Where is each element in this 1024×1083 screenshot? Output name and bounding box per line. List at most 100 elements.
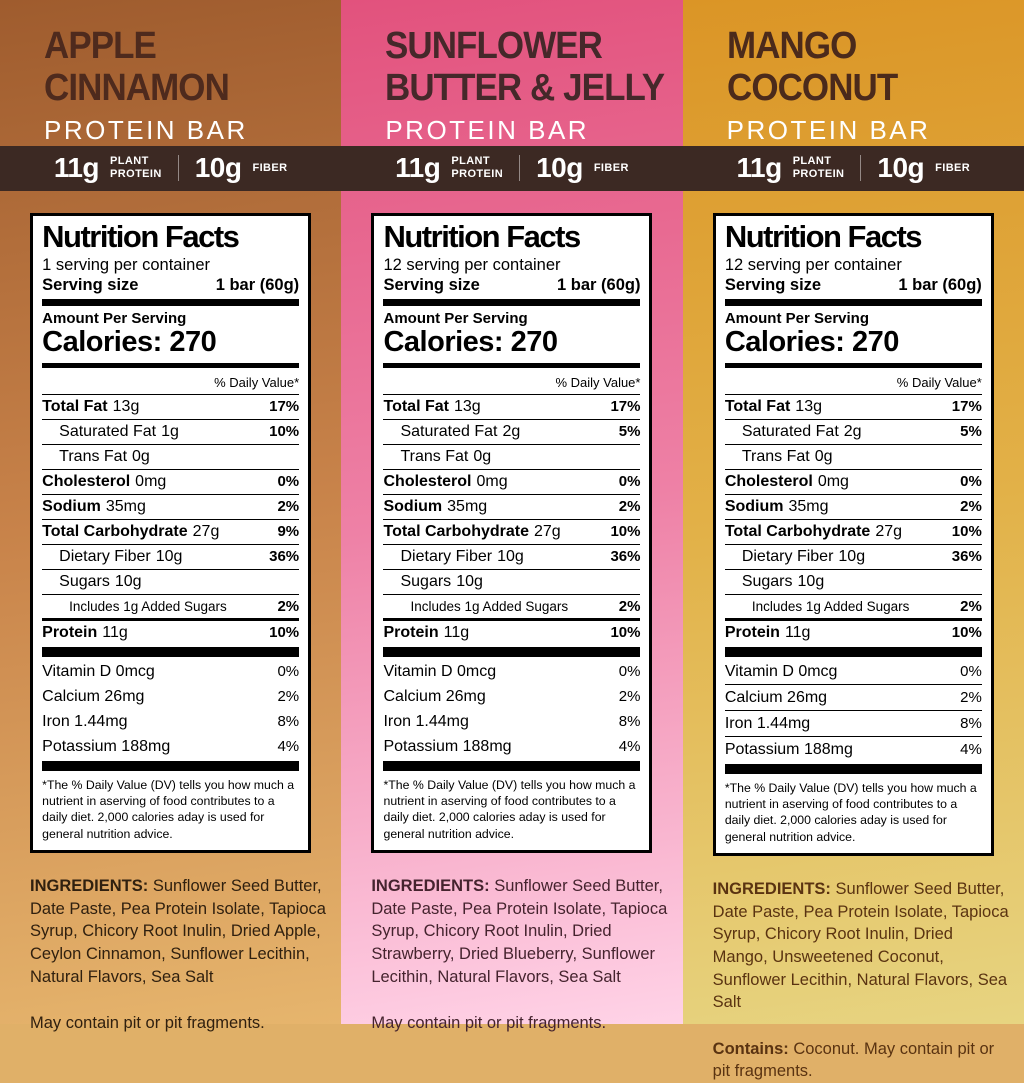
vitamin-name: Potassium 188mg bbox=[42, 737, 171, 755]
flavor-title-line2: COCONUT bbox=[726, 66, 898, 109]
nutrient-name: Protein bbox=[724, 623, 780, 641]
nutrient-name: Total Carbohydrate bbox=[42, 522, 188, 540]
allergen-text: May contain pit or pit fragments. bbox=[371, 1014, 607, 1033]
vitamin-row: Vitamin D 0mcg 0% bbox=[42, 659, 299, 684]
nutrient-label-group: Sugars 10g bbox=[42, 573, 299, 591]
vitamin-name: Vitamin D 0mcg bbox=[383, 662, 497, 680]
nutrient-name: Saturated Fat bbox=[400, 422, 498, 440]
plant-protein-value: 11g bbox=[53, 152, 100, 184]
flavor-title-line1: MANGO bbox=[726, 25, 857, 67]
nutrient-name: Sodium bbox=[42, 497, 101, 515]
thick-rule bbox=[724, 362, 982, 368]
nutrient-label-group: Total Fat 13g bbox=[383, 398, 610, 416]
nutrient-amount: 27g bbox=[875, 522, 903, 540]
nutrient-daily-value: 2% bbox=[618, 597, 641, 615]
vitamin-row: Potassium 188mg 4% bbox=[383, 734, 640, 759]
nutrient-daily-value: 5% bbox=[960, 422, 982, 440]
nutrient-daily-value: 10% bbox=[610, 522, 641, 540]
nutrient-daily-value: 2% bbox=[960, 597, 982, 615]
ingredients-text: INGREDIENTS: Sunflower Seed Butter, Date… bbox=[713, 878, 1012, 1014]
nutrient-rows: Total Fat 13g 17% Saturated Fat 2g 5% Trans Fa… bbox=[383, 395, 641, 645]
daily-value-footnote: *The % Daily Value (DV) tells you how mu… bbox=[724, 780, 977, 844]
nutrition-facts-panel: Nutrition Facts 12 serving per container… bbox=[371, 212, 653, 854]
nutrient-label-group: Includes 1g Added Sugars bbox=[725, 599, 960, 614]
nutrient-row: Saturated Fat 2g 5% bbox=[724, 420, 982, 445]
nutrient-label-group: Protein 11g bbox=[725, 624, 952, 642]
fiber-value: 10g bbox=[536, 152, 583, 184]
nutrient-amount: 10g bbox=[114, 572, 142, 590]
calories-row: Calories: 270 bbox=[383, 326, 558, 359]
nutrient-name: Sugars bbox=[400, 572, 452, 590]
vitamin-daily-value: 2% bbox=[618, 687, 641, 705]
nutrient-row: Saturated Fat 1g 10% bbox=[42, 420, 300, 445]
vitamin-daily-value: 8% bbox=[277, 712, 300, 730]
nutrient-row: Total Carbohydrate 27g 10% bbox=[383, 520, 641, 545]
nutrient-row: Sodium 35mg 2% bbox=[383, 495, 641, 520]
nutrient-label-group: Total Carbohydrate 27g bbox=[725, 523, 952, 541]
fiber-value: 10g bbox=[194, 152, 242, 184]
nutrient-label-group: Sugars 10g bbox=[725, 573, 982, 591]
nutrient-amount: 0g bbox=[473, 447, 492, 465]
plant-protein-label-line1: PLANT bbox=[110, 155, 149, 168]
allergen-text: May contain pit or pit fragments. bbox=[30, 1014, 265, 1033]
plant-protein-label-line1: PLANT bbox=[792, 155, 832, 168]
nutrient-amount: 0mg bbox=[135, 472, 167, 490]
calories-row: Calories: 270 bbox=[724, 326, 900, 359]
calories-row: Calories: 270 bbox=[42, 326, 217, 359]
nutrient-amount: 11g bbox=[443, 623, 470, 641]
nutrient-row: Total Fat 13g 17% bbox=[724, 395, 982, 420]
nutrient-row: Sugars 10g bbox=[42, 570, 300, 595]
vitamin-rows: Vitamin D 0mcg 0% Calcium 26mg 2% Iron 1.44m… bbox=[42, 659, 299, 759]
vitamin-daily-value: 8% bbox=[960, 714, 982, 732]
nutrient-row: Sugars 10g bbox=[383, 570, 641, 595]
nutrient-name: Includes 1g Added Sugars bbox=[751, 598, 910, 614]
vitamin-daily-value: 8% bbox=[618, 712, 641, 730]
thick-rule bbox=[42, 299, 300, 307]
nutrition-facts-title: Nutrition Facts bbox=[383, 218, 581, 254]
serving-size-label: Serving size bbox=[383, 276, 480, 295]
nutrient-name: Includes 1g Added Sugars bbox=[69, 598, 227, 614]
vitamin-daily-value: 0% bbox=[277, 662, 300, 680]
panel-sunflower-butter-jelly: SUNFLOWER BUTTER & JELLY PROTEIN BAR 11g… bbox=[341, 0, 683, 1032]
thick-rule bbox=[383, 299, 641, 307]
nutrient-name: Dietary Fiber bbox=[400, 547, 493, 565]
serving-size-label: Serving size bbox=[42, 276, 139, 295]
nutrient-daily-value: 17% bbox=[269, 397, 300, 415]
thick-rule bbox=[42, 760, 300, 771]
protein-row: Protein 11g 10% bbox=[42, 621, 299, 645]
nutrient-daily-value: 10% bbox=[269, 422, 300, 440]
nutrient-amount: 0g bbox=[814, 447, 833, 465]
nutrient-label-group: Saturated Fat 1g bbox=[42, 423, 269, 441]
nutrient-row: Saturated Fat 2g 5% bbox=[383, 420, 641, 445]
banner-divider bbox=[860, 155, 862, 182]
vitamin-name: Potassium 188mg bbox=[724, 740, 853, 758]
vitamin-row: Calcium 26mg 2% bbox=[42, 684, 299, 709]
thick-rule bbox=[42, 646, 300, 657]
vitamin-name: Vitamin D 0mcg bbox=[724, 662, 838, 680]
banner-divider bbox=[519, 155, 521, 182]
nutrient-name: Total Fat bbox=[383, 397, 449, 415]
nutrient-name: Saturated Fat bbox=[741, 422, 839, 440]
nutrient-row: Dietary Fiber 10g 36% bbox=[42, 545, 300, 570]
nutrient-row: Includes 1g Added Sugars 2% bbox=[383, 595, 641, 621]
panel-apple-cinnamon: APPLE CINNAMON PROTEIN BAR 11g PLANT PRO… bbox=[0, 0, 342, 1032]
panel-header: MANGO COCONUT PROTEIN BAR bbox=[683, 0, 1024, 146]
plant-protein-value: 11g bbox=[736, 152, 782, 184]
nutrient-label-group: Includes 1g Added Sugars bbox=[42, 599, 277, 614]
nutrient-label-group: Saturated Fat 2g bbox=[725, 423, 960, 441]
nutrient-label-group: Cholesterol 0mg bbox=[725, 473, 960, 491]
thick-rule bbox=[383, 760, 641, 771]
nutrient-name: Total Carbohydrate bbox=[383, 522, 529, 540]
nutrient-row: Cholesterol 0mg 0% bbox=[724, 470, 982, 495]
thick-rule bbox=[724, 763, 982, 774]
flavor-title-line2: BUTTER & JELLY bbox=[385, 66, 665, 109]
nutrient-row: Includes 1g Added Sugars 2% bbox=[724, 595, 982, 621]
nutrient-amount: 10g bbox=[155, 547, 183, 565]
vitamin-name: Vitamin D 0mcg bbox=[42, 662, 155, 680]
daily-value-footnote: *The % Daily Value (DV) tells you how mu… bbox=[383, 777, 636, 841]
plant-protein-value: 11g bbox=[395, 152, 441, 184]
vitamin-row: Vitamin D 0mcg 0% bbox=[724, 659, 982, 685]
thick-rule bbox=[724, 646, 982, 657]
nutrient-name: Includes 1g Added Sugars bbox=[410, 598, 569, 614]
ingredients-body: Sunflower Seed Butter, Date Paste, Pea P… bbox=[371, 877, 668, 986]
